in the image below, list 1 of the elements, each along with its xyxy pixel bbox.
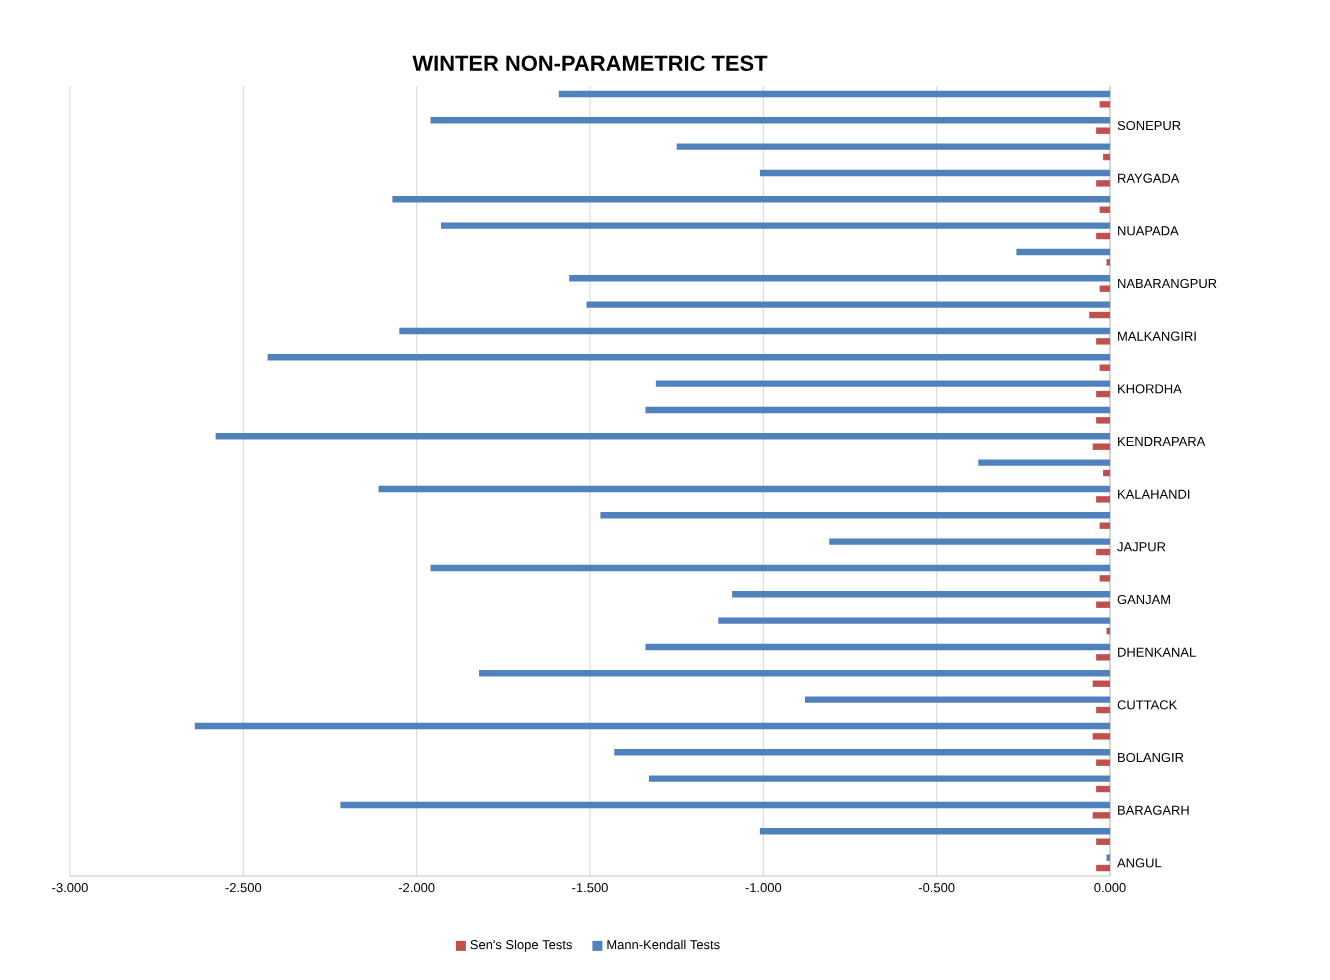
chart-title: WINTER NON-PARAMETRIC TEST	[412, 55, 768, 72]
